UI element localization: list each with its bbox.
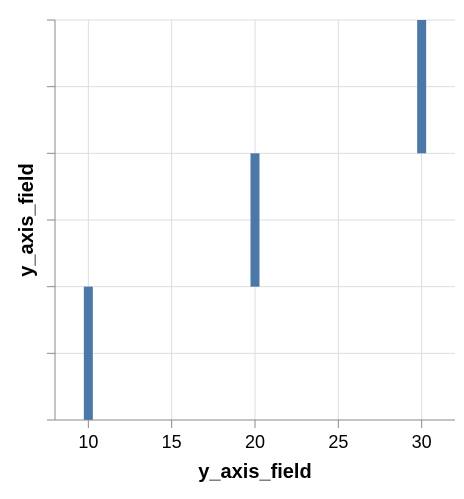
bars (83, 20, 427, 420)
y-axis-title: y_axis_field (16, 163, 38, 276)
x-tick-label: 15 (162, 432, 182, 452)
x-axis-title: y_axis_field (198, 461, 311, 483)
x-tick-label: 25 (328, 432, 348, 452)
x-tick-label: 30 (412, 432, 432, 452)
tick-labels: 10 15 20 25 30 (78, 432, 431, 452)
axes (47, 19, 455, 428)
x-tick-label: 20 (245, 432, 265, 452)
bar (417, 20, 427, 154)
x-tick-label: 10 (78, 432, 98, 452)
bar (250, 153, 260, 287)
bar (83, 286, 93, 420)
